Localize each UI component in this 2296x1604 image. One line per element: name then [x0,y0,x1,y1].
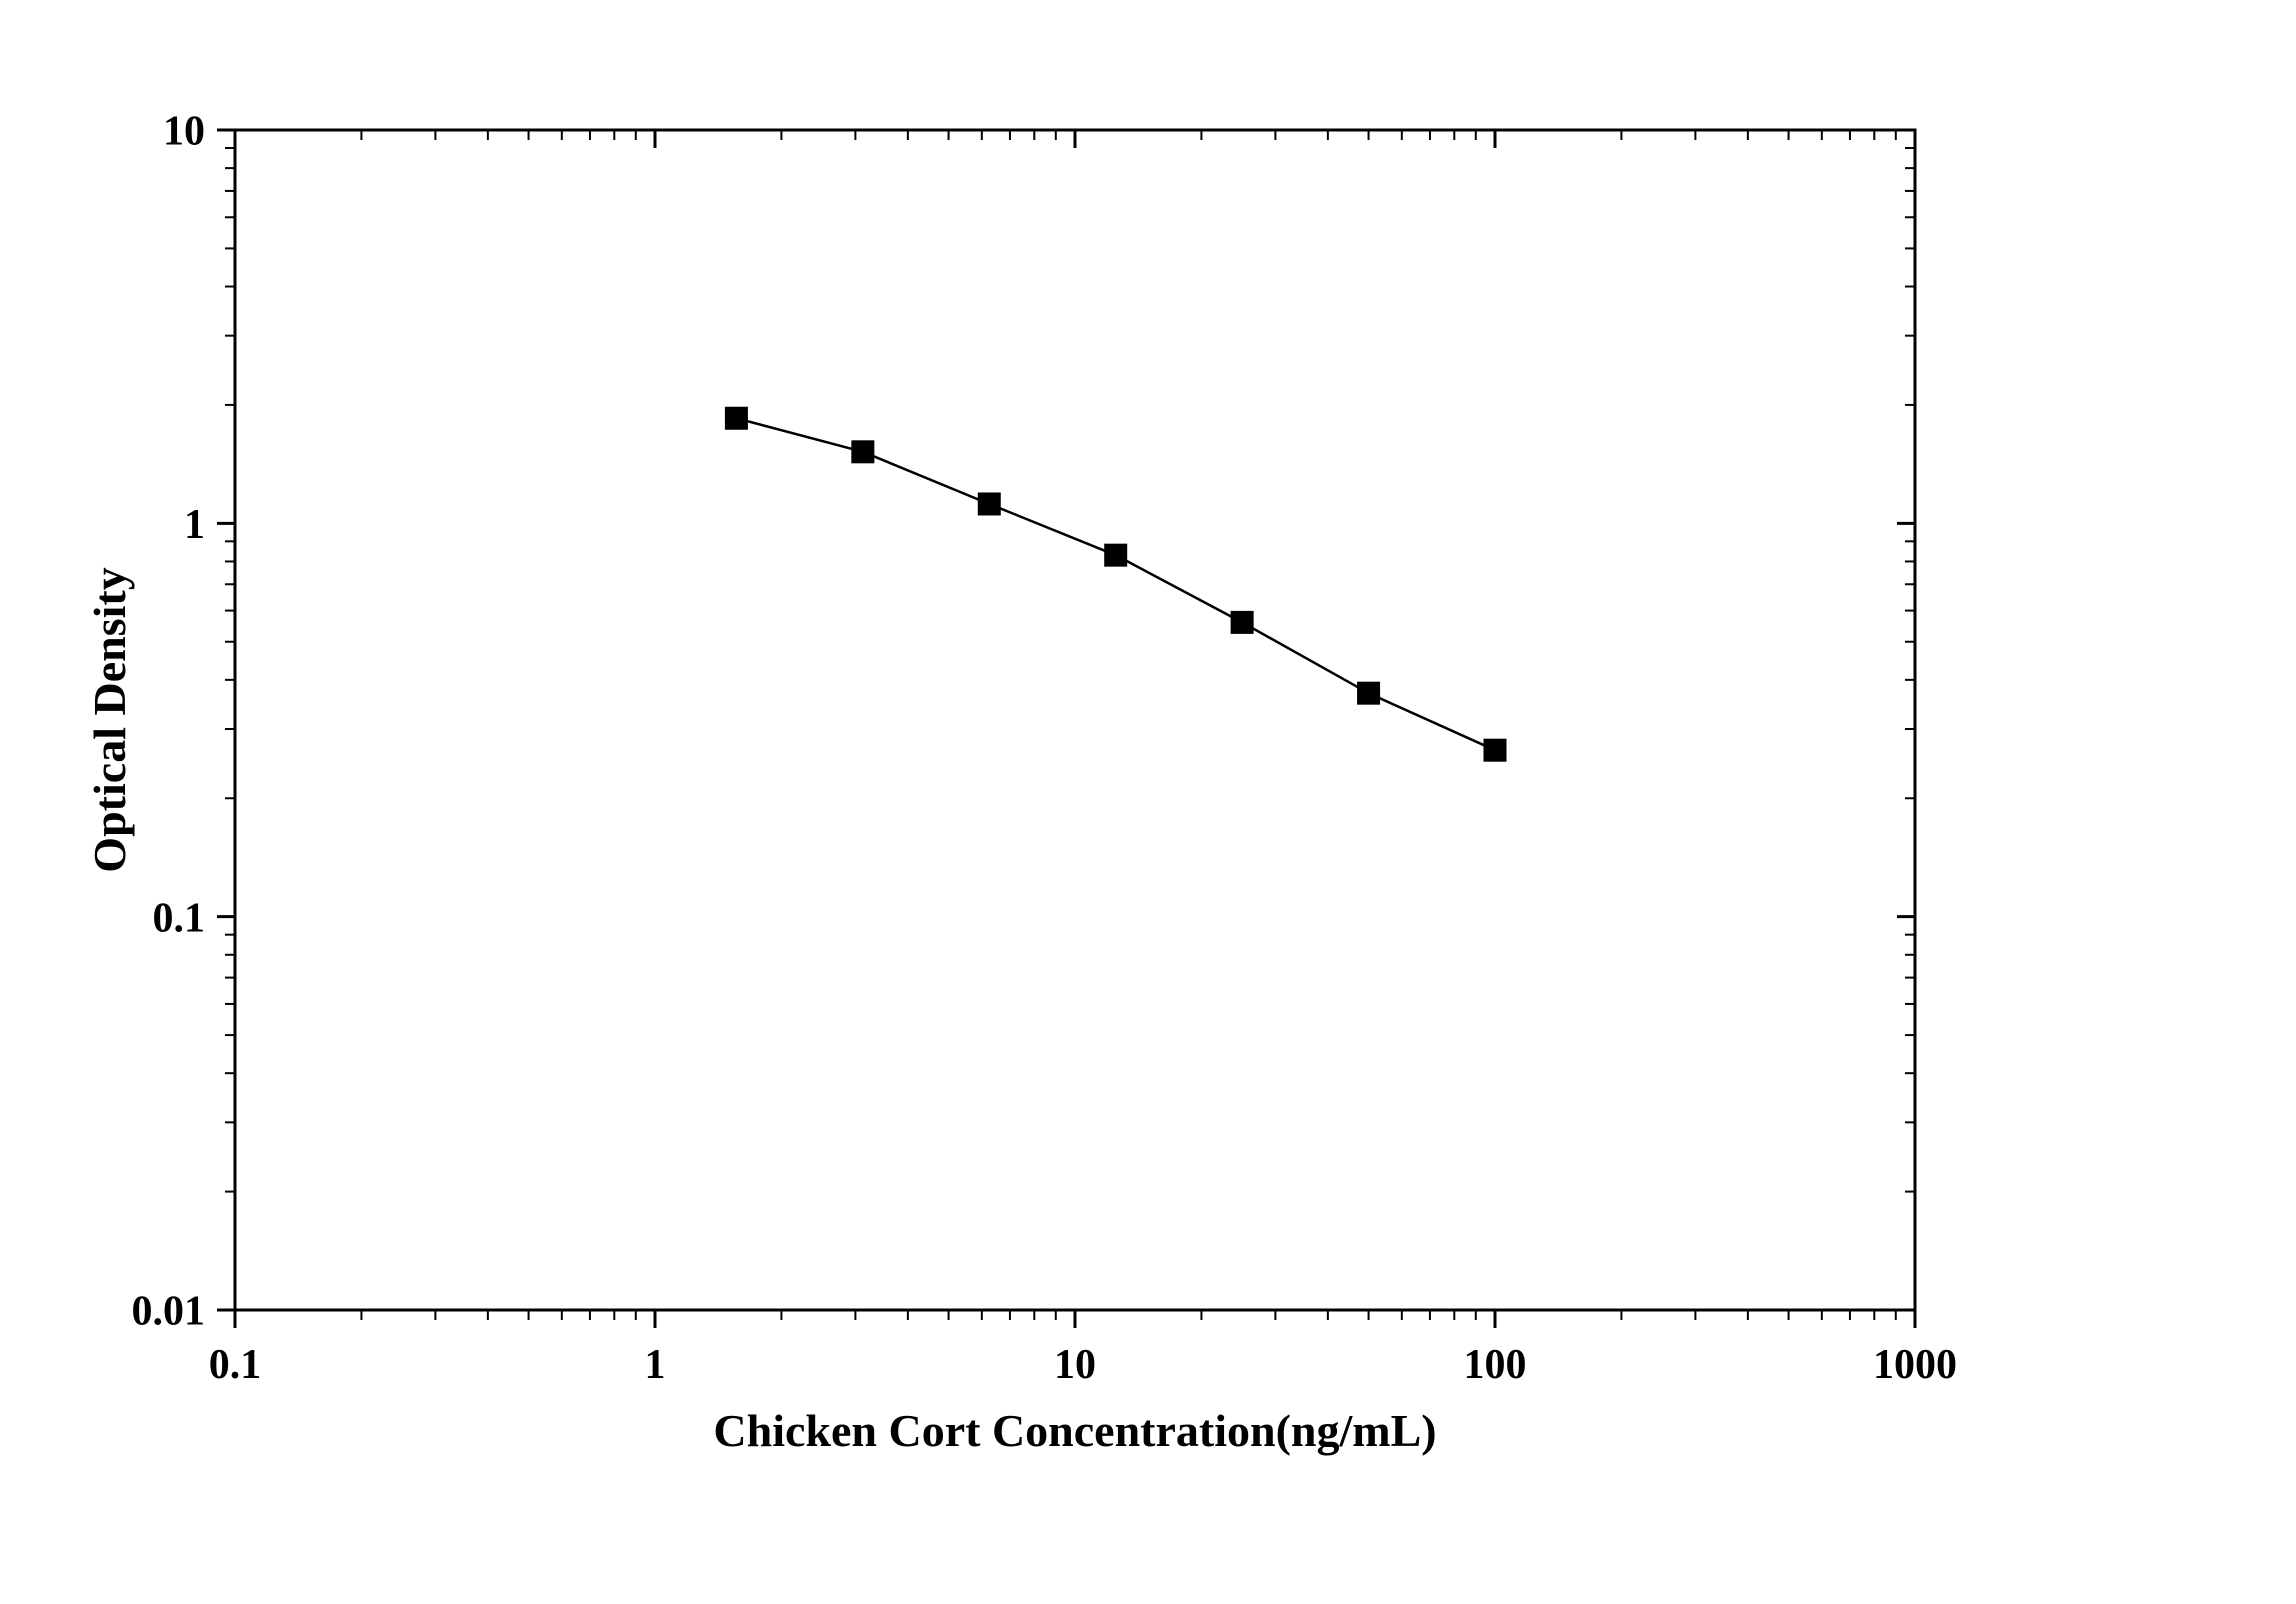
y-tick-label: 10 [163,109,205,155]
chart-svg: 0.111010010000.010.1110Chicken Cort Conc… [0,0,2296,1604]
data-marker [978,493,1000,515]
y-tick-label: 1 [184,502,205,548]
x-tick-label: 1 [645,1342,666,1388]
data-marker [1231,611,1253,633]
y-tick-label: 0.01 [132,1289,206,1335]
chart-container: 0.111010010000.010.1110Chicken Cort Conc… [0,0,2296,1604]
data-marker [1484,739,1506,761]
x-tick-label: 10 [1054,1342,1096,1388]
y-axis-label: Optical Density [84,567,135,872]
data-marker [1105,544,1127,566]
y-tick-label: 0.1 [153,895,206,941]
x-tick-label: 100 [1464,1342,1527,1388]
data-marker [852,441,874,463]
x-tick-label: 1000 [1873,1342,1957,1388]
x-axis-label: Chicken Cort Concentration(ng/mL) [713,1405,1436,1456]
data-marker [725,407,747,429]
x-tick-label: 0.1 [209,1342,262,1388]
data-marker [1358,682,1380,704]
